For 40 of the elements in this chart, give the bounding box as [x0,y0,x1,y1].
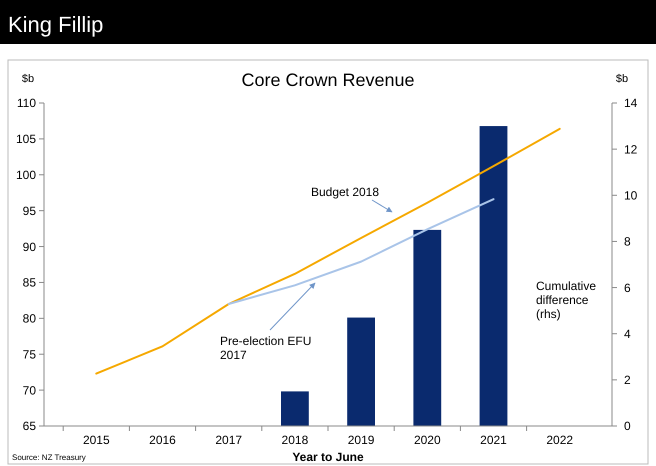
text: Budget 2018 [310,185,380,199]
y2-tick-label: 4 [624,326,631,341]
bar [347,318,375,426]
y-tick-label: 110 [16,96,36,110]
y2-axis-title: $b [616,73,628,85]
y2-tick-label: 6 [624,280,631,295]
x-tick-label: 2018 [282,433,309,447]
x-tick-label: 2021 [480,433,508,447]
y2-tick-label: 8 [624,234,631,249]
bar [480,126,508,426]
bar [413,230,442,426]
bar [281,391,309,426]
x-tick-label: 2015 [82,433,110,447]
source-note: Source: NZ Treasury [12,453,86,462]
y-tick-label: 80 [22,312,36,326]
y-axis-title: $b [22,73,34,85]
x-tick-label: 2016 [149,433,176,447]
y-tick-label: 85 [22,276,36,290]
x-axis-title: Year to June [292,450,364,464]
y2-tick-label: 10 [624,188,638,202]
text: Pre-election EFU 2017 [220,334,312,362]
y-tick-label: 75 [22,347,36,362]
line-series [228,198,494,305]
chart-subtitle: Core Crown Revenue [241,70,415,90]
x-tick-label: 2022 [546,433,574,447]
y2-tick-label: 0 [624,419,631,434]
y-tick-label: 70 [22,383,36,398]
chart-title: King Fillip [8,12,104,37]
y-tick-label: 90 [22,240,36,254]
text: Cumulative difference (rhs) [536,279,596,321]
x-tick-label: 2019 [348,433,375,447]
y-tick-label: 95 [22,204,36,218]
y2-tick-label: 14 [624,96,638,110]
y-tick-label: 100 [16,168,36,182]
x-tick-label: 2020 [414,433,441,447]
x-tick-label: 2017 [215,433,242,447]
y-tick-label: 105 [16,132,36,146]
y-tick-label: 65 [22,419,36,434]
y2-tick-label: 2 [624,373,631,388]
y2-tick-label: 12 [624,142,638,156]
